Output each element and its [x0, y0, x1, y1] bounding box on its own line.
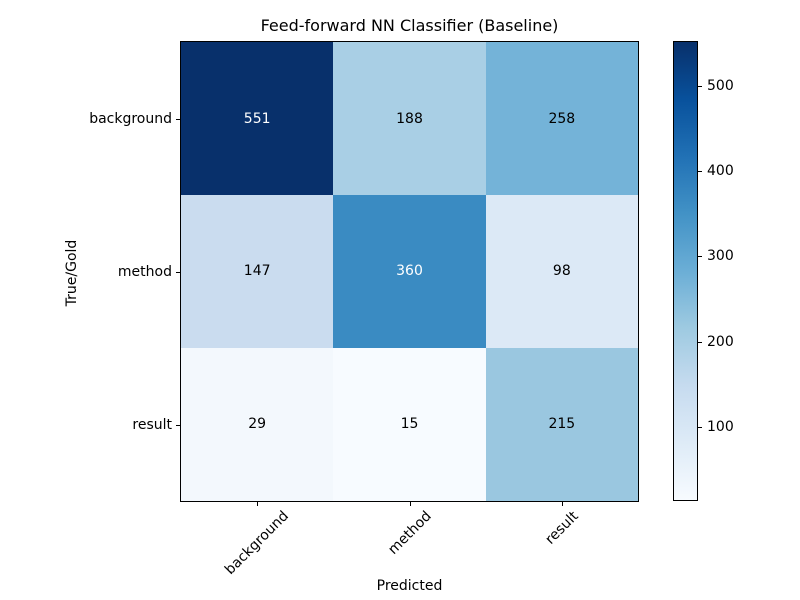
heatmap-cell-result-background: 29	[181, 347, 334, 501]
colorbar	[673, 41, 698, 501]
x-tick-mark	[257, 502, 259, 506]
colorbar-tick-label: 500	[707, 77, 734, 94]
heatmap-cell-background-result: 258	[485, 42, 638, 195]
y-tick-mark	[176, 271, 180, 273]
x-tick-label: method	[384, 508, 435, 558]
x-tick-mark	[409, 502, 411, 506]
colorbar-tick-mark	[698, 85, 702, 87]
colorbar-tick-label: 300	[707, 248, 734, 265]
y-tick-label: result	[132, 416, 172, 433]
x-tick-mark	[561, 502, 563, 506]
heatmap-cell-method-method: 360	[333, 194, 486, 348]
heatmap-cell-method-result: 98	[485, 194, 638, 348]
x-tick-label: result	[542, 508, 582, 548]
heatmap-cell-result-method: 15	[333, 347, 486, 501]
y-tick-label: background	[89, 110, 172, 127]
heatmap-cell-background-method: 188	[333, 42, 486, 195]
heatmap-cell-background-background: 551	[181, 42, 334, 195]
colorbar-tick-label: 100	[707, 419, 734, 436]
x-tick-label: background	[222, 508, 293, 579]
colorbar-tick-label: 400	[707, 163, 734, 180]
y-tick-mark	[176, 118, 180, 120]
y-tick-mark	[176, 424, 180, 426]
colorbar-tick-mark	[698, 171, 702, 173]
colorbar-tick-label: 200	[707, 333, 734, 350]
chart-title: Feed-forward NN Classifier (Baseline)	[260, 16, 559, 35]
heatmap-grid: 551 188 258 147 360 98 29 15 215	[180, 41, 639, 502]
x-axis-label: Predicted	[376, 578, 443, 594]
heatmap-cell-method-background: 147	[181, 194, 334, 348]
colorbar-tick-mark	[698, 341, 702, 343]
colorbar-tick-mark	[698, 256, 702, 258]
heatmap-cell-result-result: 215	[485, 347, 638, 501]
y-tick-label: method	[117, 263, 172, 280]
colorbar-tick-mark	[698, 427, 702, 429]
